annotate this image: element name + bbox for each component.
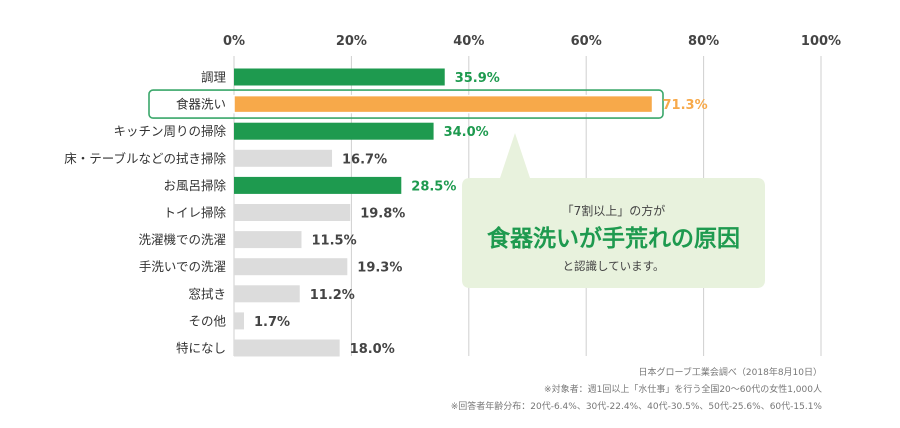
value-label: 34.0% [444, 125, 489, 140]
category-label: 洗濯機での洗濯 [138, 232, 226, 247]
bar [234, 231, 302, 249]
category-labels: 調理食器洗いキッチン周りの掃除床・テーブルなどの拭き掃除お風呂掃除トイレ掃除洗濯… [64, 70, 226, 356]
value-label: 35.9% [455, 71, 500, 86]
category-label: 手洗いでの洗濯 [139, 259, 226, 274]
bar [234, 176, 402, 194]
x-tick-label: 20% [336, 34, 367, 49]
x-axis-tick-labels: 0% 20% 40% 60% 80% 100% [223, 34, 841, 49]
x-tick-label: 100% [801, 34, 841, 49]
callout-line-1: 「7割以上」の方が [562, 203, 666, 218]
value-labels: 35.9% 71.3% 34.0% 16.7% 28.5% 19.8%11.5%19.3%… [254, 71, 708, 357]
highlight-frame-rect [148, 89, 664, 119]
category-label: お風呂掃除 [163, 178, 226, 193]
callout-box: 「7割以上」の方が 食器洗いが手荒れの原因 と認識しています。 [462, 133, 765, 288]
bar [234, 68, 445, 86]
callout-line-3: と認識しています。 [562, 259, 664, 273]
value-label: 19.3% [357, 261, 402, 276]
category-label: 特になし [176, 341, 226, 356]
bar [234, 339, 340, 357]
value-label: 16.7% [342, 152, 387, 167]
footnote-subjects: ※対象者：週1回以上「水仕事」を行う全国20〜60代の女性1,000人 [544, 383, 822, 395]
category-label: 窓拭き [188, 286, 226, 301]
x-tick-label: 0% [223, 34, 245, 49]
x-tick-label: 80% [688, 34, 719, 49]
category-label: その他 [188, 313, 226, 328]
category-label: 調理 [201, 70, 227, 85]
value-label: 19.8% [360, 207, 405, 222]
bar [234, 285, 300, 303]
callout-bubble [462, 133, 765, 288]
bar [234, 204, 351, 221]
x-tick-label: 40% [453, 34, 484, 49]
value-label: 71.3% [663, 98, 708, 113]
category-label: 床・テーブルなどの拭き掃除 [64, 151, 226, 166]
bar [234, 312, 244, 330]
value-label: 18.0% [350, 342, 395, 357]
category-label: トイレ掃除 [163, 205, 226, 220]
callout-headline: 食器洗いが手荒れの原因 [487, 225, 740, 252]
x-tick-label: 60% [571, 34, 602, 49]
category-label: キッチン周りの掃除 [113, 124, 226, 139]
value-label: 11.5% [312, 234, 357, 249]
value-label: 28.5% [411, 179, 456, 194]
highlight-frame [148, 89, 664, 119]
category-label: 食器洗い [176, 97, 226, 112]
footnote-age-distribution: ※回答者年齢分布：20代-6.4%、30代-22.4%、40代-30.5%、50… [451, 400, 823, 412]
bar [233, 94, 654, 114]
value-label: 11.2% [310, 288, 355, 303]
footnote-source: 日本グローブ工業会調べ（2018年8月10日） [638, 366, 822, 378]
footnotes: 日本グローブ工業会調べ（2018年8月10日） ※対象者：週1回以上「水仕事」を… [451, 366, 823, 412]
bar [234, 258, 348, 276]
bar [234, 122, 434, 140]
value-label: 1.7% [254, 315, 290, 330]
bars [233, 68, 654, 357]
bar [234, 149, 333, 167]
